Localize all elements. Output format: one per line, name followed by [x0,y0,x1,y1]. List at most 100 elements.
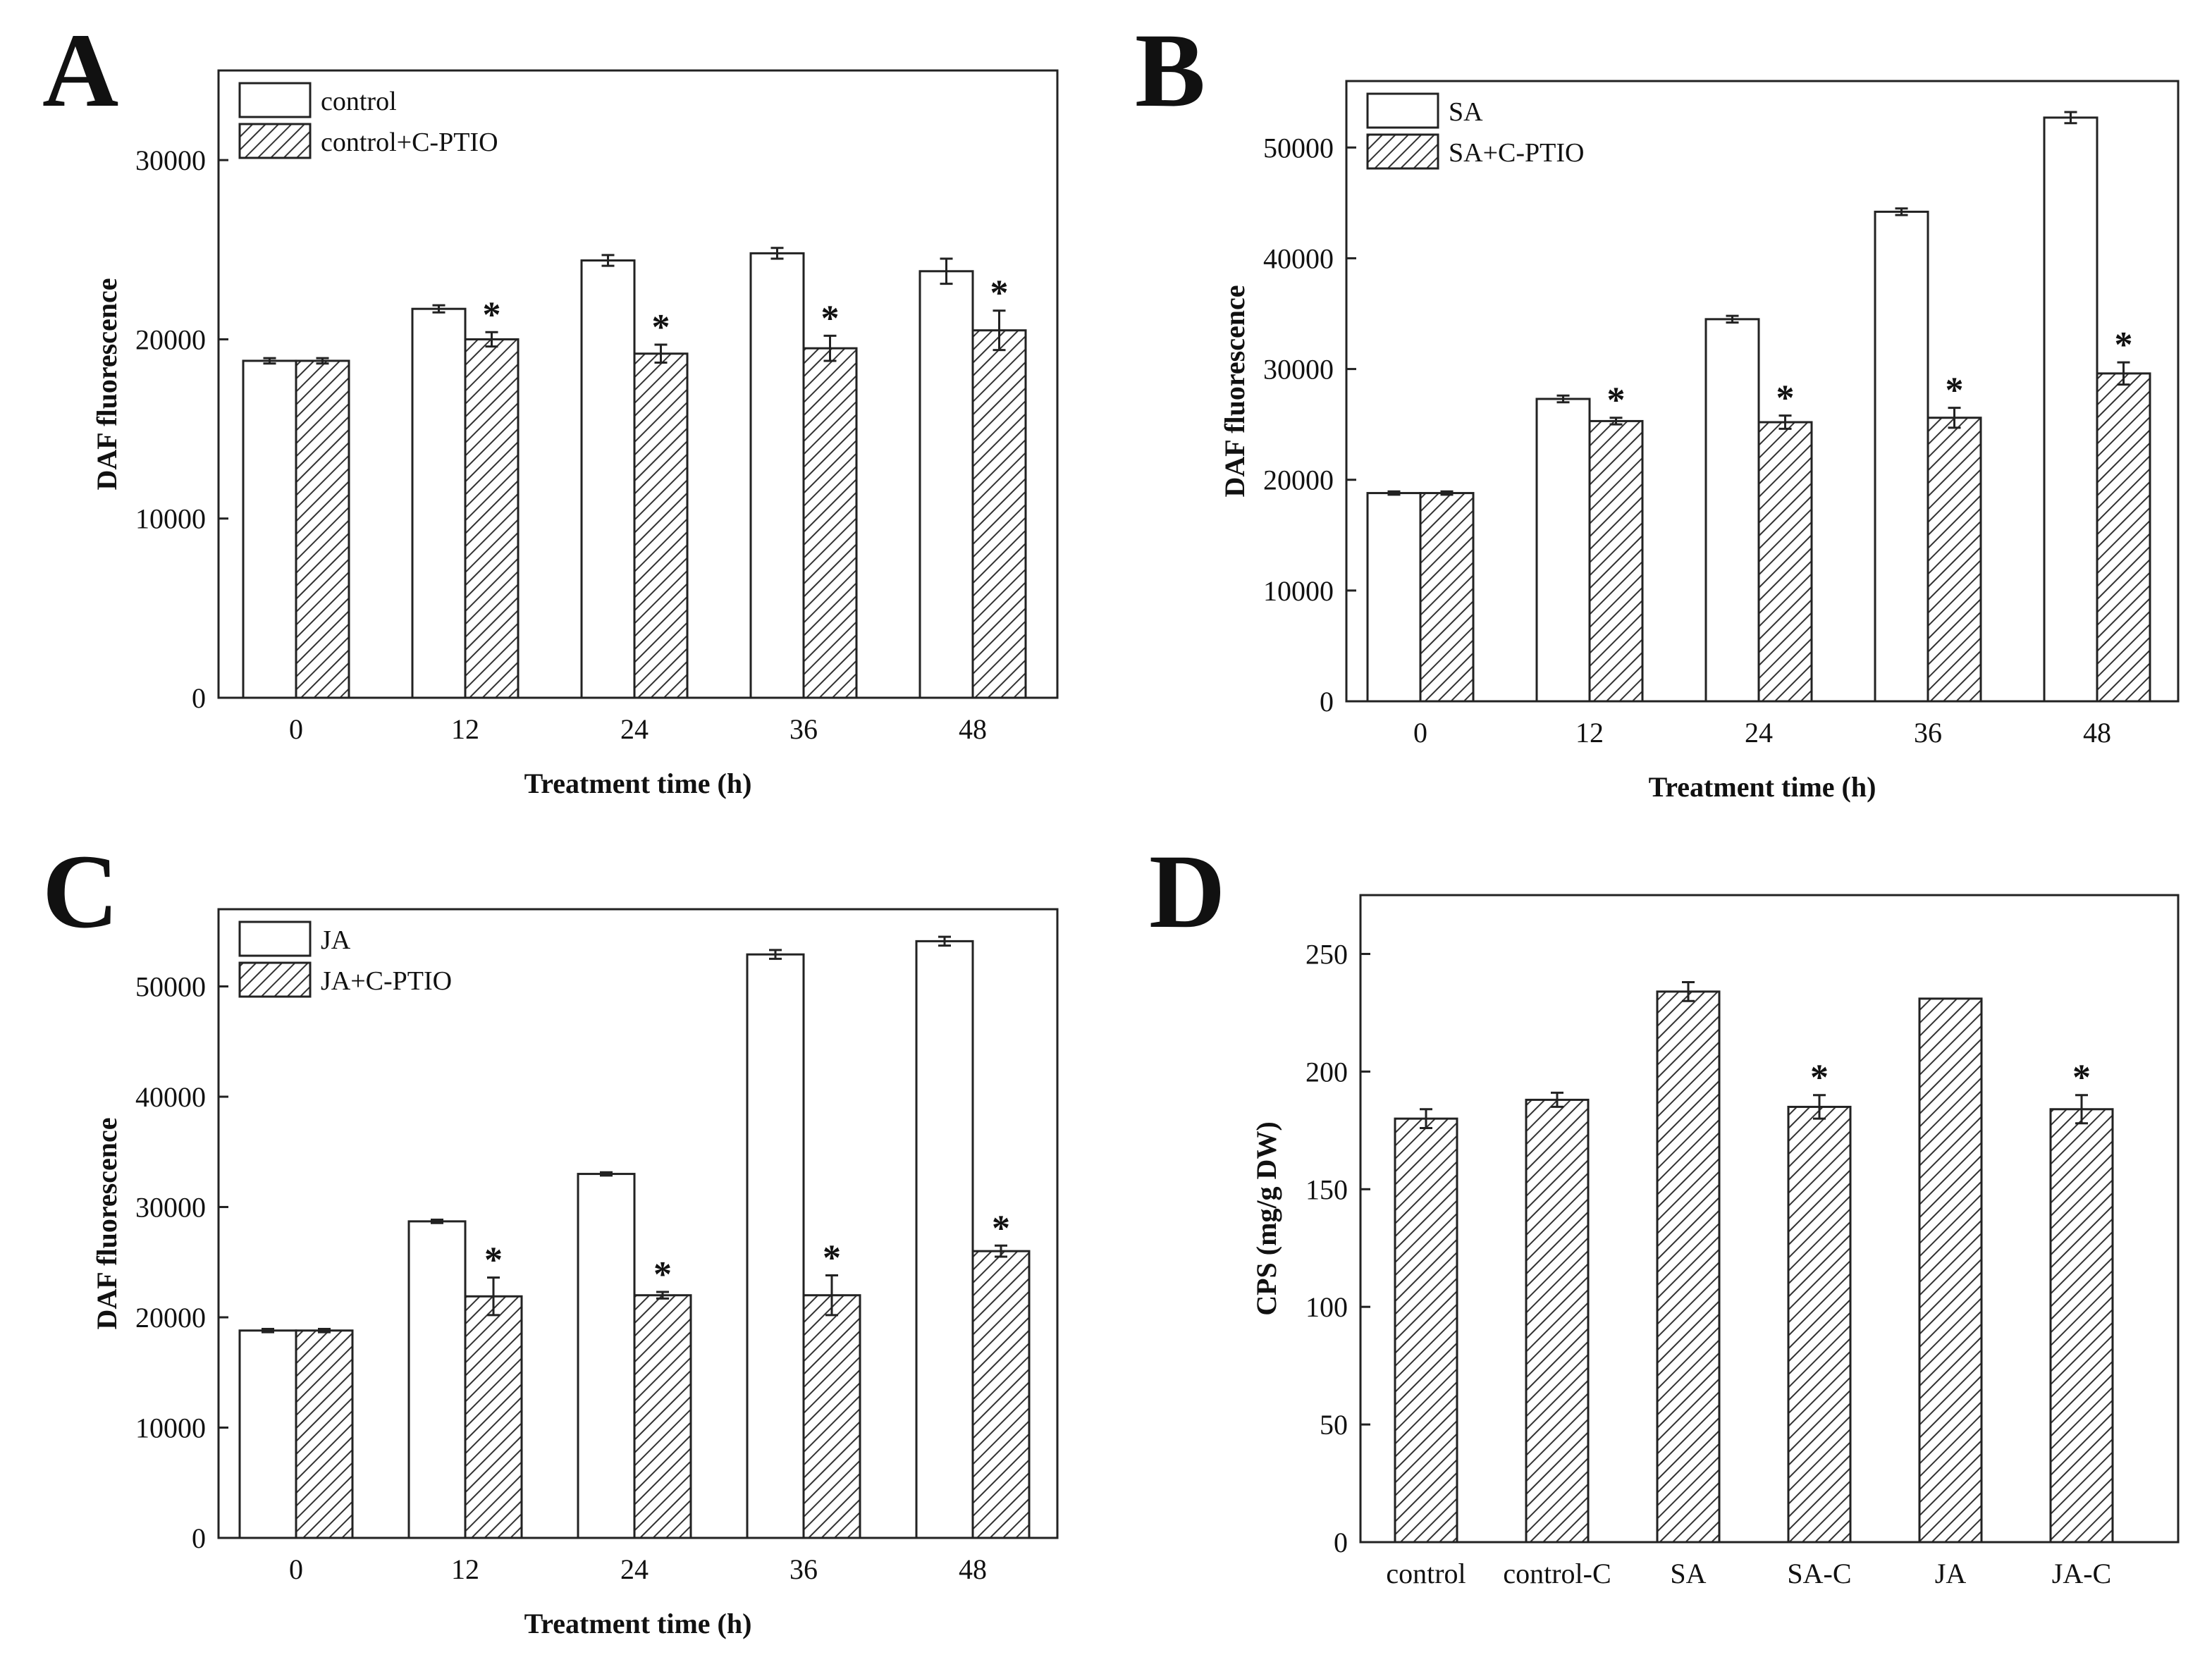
bar-sa [1366,492,1422,703]
legend-swatch [238,82,312,118]
x-tick-label: 36 [789,1553,818,1585]
bar-control [580,259,636,699]
significance-star: * [484,1240,503,1281]
x-tick-label: 36 [789,713,818,745]
bar-sa-c-ptio [1588,419,1644,703]
x-tick-label: 36 [1914,717,1942,749]
bar-sa [1874,210,1929,703]
y-tick-label: 0 [1334,1527,1348,1558]
significance-star: * [2115,325,2133,365]
bar-sa-c-ptio [1419,492,1475,703]
y-axis-label: CPS (mg/g DW) [1251,1121,1282,1316]
plot-frame [1359,894,2180,1544]
y-tick-label: 20000 [135,1302,206,1334]
y-tick-label: 0 [192,682,206,714]
y-tick-label: 30000 [1263,354,1334,386]
panel-letter: A [42,12,118,129]
x-tick-label: JA [1935,1558,1967,1589]
bar-cps [1394,1117,1458,1544]
bar-ja [915,940,974,1539]
bar-cps [1656,990,1721,1544]
significance-star: * [990,273,1009,314]
bar-sa [1704,318,1760,703]
significance-star: * [1776,378,1795,419]
bar-ja-c-ptio [971,1250,1031,1539]
y-tick-label: 50000 [135,971,206,1003]
bar-ja [407,1220,467,1539]
significance-star: * [483,295,501,335]
y-tick-label: 50 [1320,1409,1348,1441]
legend-label: JA [321,925,351,955]
x-tick-label: JA-C [2052,1558,2111,1589]
significance-star: * [2072,1058,2091,1098]
legend-label: SA [1449,97,1483,127]
x-tick-label: 12 [1575,717,1604,749]
y-tick-label: 40000 [1263,242,1334,274]
x-tick-label: 48 [959,713,987,745]
bar-control-c-ptio [295,359,350,699]
y-axis-label: DAF fluorescence [1219,285,1251,497]
y-tick-label: 20000 [1263,464,1334,496]
significance-star: * [823,1238,841,1279]
x-tick-label: control-C [1503,1558,1611,1589]
legend-swatch [238,920,312,957]
y-tick-label: 10000 [1263,575,1334,607]
legend-swatch [1366,133,1439,170]
legend-label: control+C-PTIO [321,128,498,157]
bar-control-c-ptio [971,329,1027,699]
y-axis-label: DAF fluorescence [91,278,123,490]
bar-sa-c-ptio [1927,417,1982,703]
y-tick-label: 0 [192,1522,206,1554]
x-axis-label: Treatment time (h) [524,1608,752,1639]
x-tick-label: 48 [959,1553,987,1585]
bar-ja [746,953,805,1539]
y-tick-label: 30000 [135,144,206,176]
legend-swatch [1366,92,1439,129]
panel-letter: D [1149,833,1225,950]
panel-d-chart: D 0 50 100 150 200 250 CPS (mg/g DW) control cont… [1149,833,2180,1589]
significance-star: * [1946,371,1964,411]
x-tick-label: 12 [451,1553,479,1585]
x-tick-label: 24 [620,713,649,745]
x-tick-label: 0 [289,713,303,745]
bar-control [918,270,974,699]
x-tick-label: 24 [1745,717,1773,749]
y-tick-label: 40000 [135,1081,206,1113]
y-tick-label: 0 [1320,686,1334,718]
x-tick-label: SA [1670,1558,1706,1589]
x-tick-label: 0 [1413,717,1427,749]
panel-a-chart: A 0 10000 20000 30000 DAF fluorescence Treatme… [42,12,1059,799]
significance-star: * [821,298,840,338]
legend-label: JA+C-PTIO [321,966,452,996]
y-tick-label: 10000 [135,503,206,535]
bar-sa-c-ptio [1757,421,1813,703]
bar-sa [1535,398,1591,703]
bar-ja [577,1173,636,1539]
panel-c-chart: C 0 10000 20000 30000 40000 50000 DAF fluoresce… [42,833,1059,1639]
bar-ja-c-ptio [464,1295,523,1539]
bar-cps [1787,1105,1852,1544]
legend-label: control [321,87,397,116]
bar-control [242,359,297,699]
x-tick-label: 0 [289,1553,303,1585]
x-tick-label: control [1386,1558,1466,1589]
legend-label: SA+C-PTIO [1449,138,1584,168]
panel-letter: B [1135,12,1205,129]
y-tick-label: 20000 [135,324,206,355]
bar-cps [1918,997,1983,1544]
bar-control [411,307,467,699]
legend-swatch [238,123,312,159]
y-tick-label: 250 [1305,938,1348,970]
significance-star: * [1810,1058,1829,1098]
x-axis-label: Treatment time (h) [524,768,752,799]
bar-control [749,252,805,699]
bar-sa-c-ptio [2096,372,2151,703]
significance-star: * [1607,381,1626,421]
y-tick-label: 150 [1305,1174,1348,1205]
y-tick-label: 100 [1305,1291,1348,1323]
bar-ja-c-ptio [295,1329,354,1539]
x-tick-label: 24 [620,1553,649,1585]
bar-ja [238,1329,297,1539]
x-tick-label: 12 [451,713,479,745]
